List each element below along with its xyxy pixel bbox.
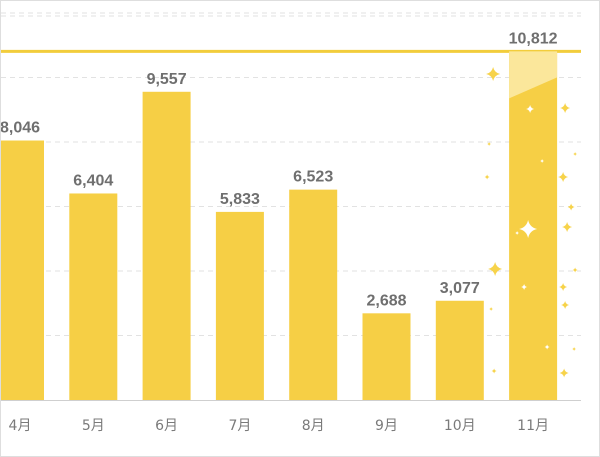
- category-label: 6月: [155, 418, 178, 434]
- category-label: 4月: [9, 418, 32, 434]
- sparkle-icon: [540, 159, 545, 163]
- bar-highlight-shine: [509, 51, 558, 99]
- highlight-sparkles: [515, 105, 550, 350]
- sparkle-icon: [487, 142, 492, 146]
- sparkle-icon: [561, 301, 570, 309]
- category-labels: 4月 5月 6月 7月 8月 9月 10月 11月: [9, 418, 549, 434]
- sparkle-icon: [573, 152, 578, 156]
- bar-8月[interactable]: [289, 189, 338, 400]
- bars: [1, 51, 558, 401]
- sparkle-icon: [559, 368, 569, 378]
- sparkle-icon: [572, 347, 577, 351]
- sparkle-icon: [521, 284, 528, 290]
- category-label: 5月: [82, 418, 105, 434]
- sparkle-icon: [488, 262, 503, 276]
- value-label: 2,688: [366, 292, 406, 309]
- sparkle-icon: [515, 231, 520, 235]
- bar-4月[interactable]: [1, 140, 44, 401]
- category-label: 9月: [375, 418, 398, 434]
- bar-5月[interactable]: [69, 193, 118, 400]
- sparkle-icon: [558, 172, 569, 182]
- value-label: 8,046: [1, 120, 40, 137]
- sparkle-icon: [560, 103, 571, 113]
- sparkle-icon: [559, 283, 568, 291]
- value-label: 9,557: [147, 71, 187, 88]
- sparkle-icon: [544, 344, 550, 350]
- sparkle-decoration: [484, 67, 578, 378]
- category-label: 10月: [444, 418, 476, 434]
- sparkle-icon: [572, 267, 578, 273]
- sparkle-icon: [567, 203, 575, 211]
- category-label: 11月: [517, 418, 549, 434]
- value-label: 5,833: [220, 191, 260, 208]
- bar-7月[interactable]: [215, 211, 264, 400]
- value-label: 3,077: [440, 280, 480, 297]
- bar-10月[interactable]: [435, 300, 484, 400]
- bar-11月[interactable]: [509, 51, 558, 401]
- sparkle-icon: [491, 368, 497, 374]
- bar-6月[interactable]: [142, 91, 191, 401]
- sparkle-icon: [489, 307, 494, 311]
- category-label: 7月: [228, 418, 251, 434]
- sparkle-icon: [486, 67, 501, 81]
- sparkle-icon: [519, 220, 538, 238]
- category-label: 8月: [302, 418, 325, 434]
- value-labels: 8,046 6,404 9,557 5,833 6,523 2,688 3,077 10,81…: [1, 30, 558, 309]
- sparkle-icon: [526, 105, 535, 113]
- value-label: 6,404: [73, 172, 113, 189]
- sparkle-icon: [562, 222, 573, 232]
- value-label: 10,812: [509, 30, 558, 47]
- bar-9月[interactable]: [362, 313, 411, 400]
- value-label: 6,523: [293, 169, 333, 186]
- sparkle-icon: [484, 174, 490, 180]
